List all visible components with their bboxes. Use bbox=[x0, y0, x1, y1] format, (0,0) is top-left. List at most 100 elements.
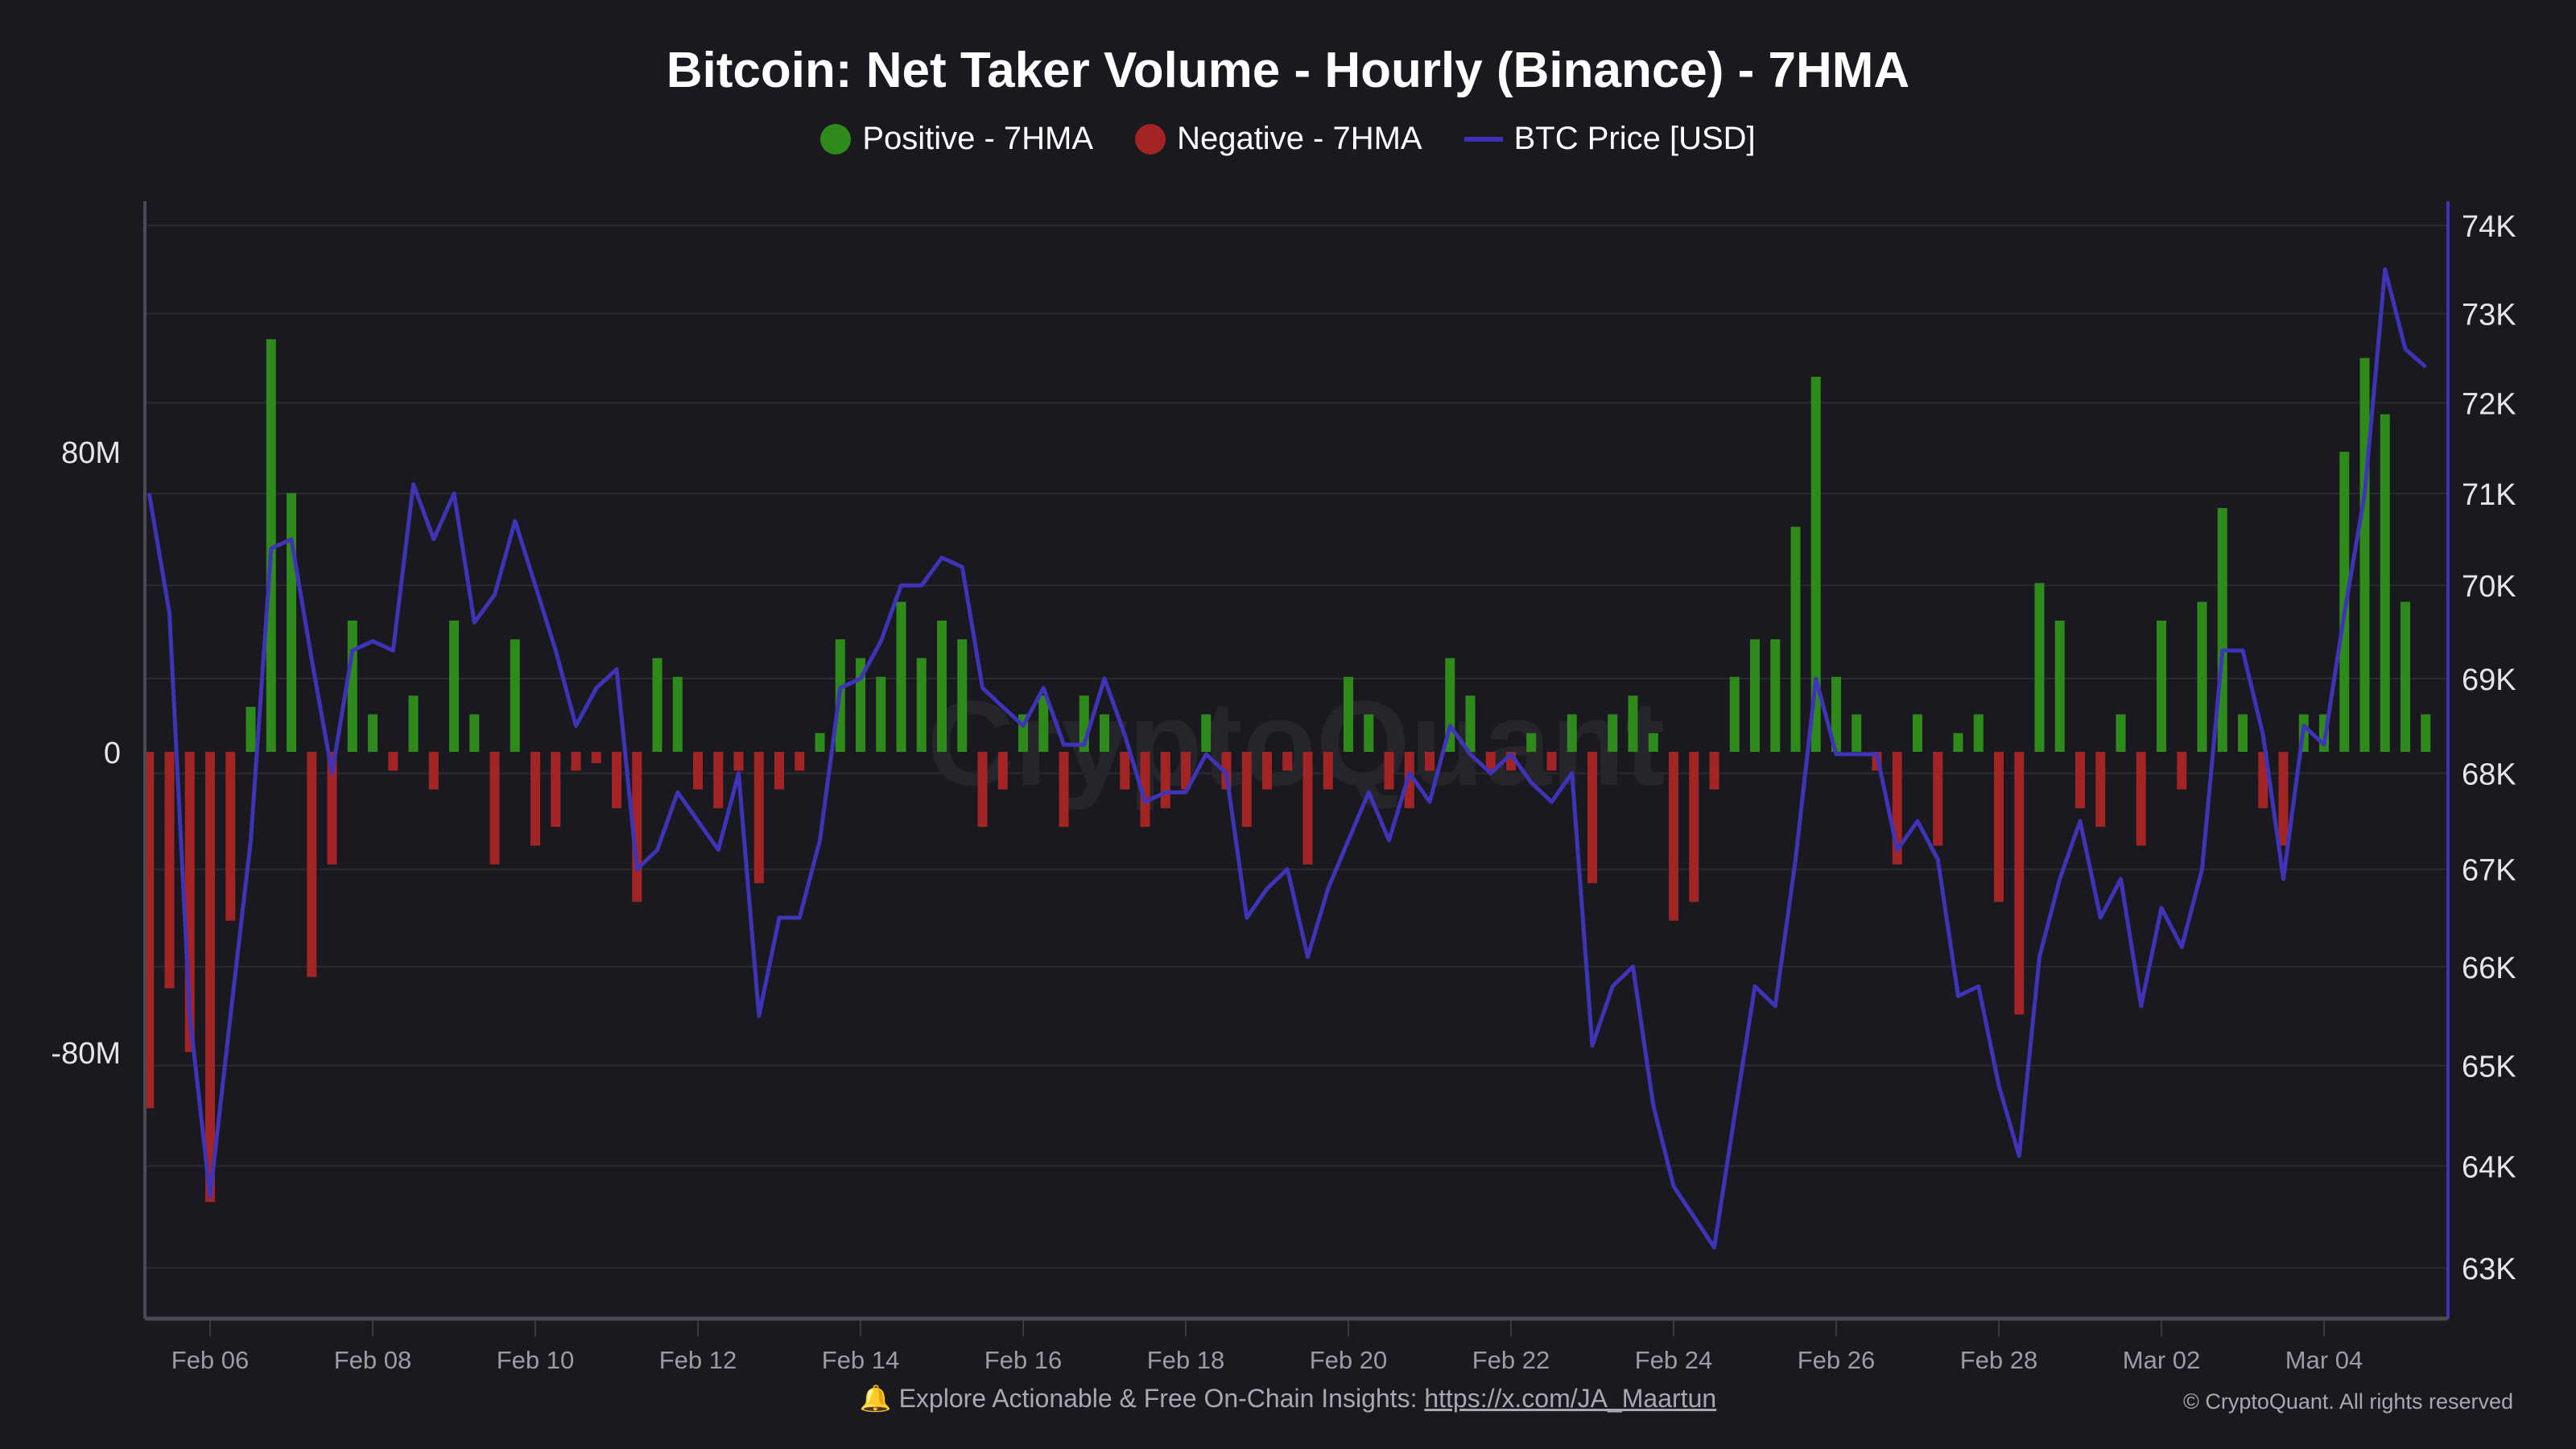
positive-bar bbox=[1729, 676, 1740, 752]
positive-bar bbox=[408, 696, 419, 752]
negative-bar bbox=[2075, 752, 2085, 808]
x-tick-label: Feb 28 bbox=[1960, 1346, 2038, 1374]
positive-bar bbox=[1038, 696, 1049, 752]
positive-bar bbox=[266, 339, 276, 752]
positive-bar bbox=[916, 658, 927, 752]
positive-bar bbox=[1852, 714, 1862, 752]
positive-bar bbox=[957, 639, 968, 752]
x-tick-label: Feb 14 bbox=[822, 1346, 900, 1374]
positive-bar bbox=[510, 639, 520, 752]
price-line-icon bbox=[1463, 136, 1503, 142]
legend-label: Negative - 7HMA bbox=[1177, 121, 1422, 156]
positive-bar bbox=[449, 620, 459, 752]
right-axis-labels: 63K 64K 65K 66K 67K 68K 69K 70K 71K 72K 73K 74K bbox=[2462, 210, 2516, 1286]
positive-bar bbox=[2116, 714, 2126, 752]
x-tick-label: Mar 02 bbox=[2123, 1346, 2200, 1374]
negative-bar bbox=[1302, 752, 1313, 865]
right-tick-label: 63K bbox=[2462, 1253, 2516, 1286]
positive-bar bbox=[896, 601, 906, 752]
x-tick-label: Feb 24 bbox=[1635, 1346, 1713, 1374]
right-tick-label: 70K bbox=[2462, 570, 2516, 604]
x-tick-label: Feb 10 bbox=[497, 1346, 575, 1374]
negative-bar bbox=[977, 752, 988, 828]
negative-bar bbox=[1241, 752, 1252, 828]
negative-bar bbox=[1181, 752, 1191, 790]
legend-item-negative[interactable]: Negative - 7HMA bbox=[1135, 121, 1422, 157]
negative-bar bbox=[693, 752, 703, 790]
negative-bar bbox=[733, 752, 744, 771]
positive-bar bbox=[1526, 733, 1537, 752]
bell-icon: 🔔 bbox=[859, 1384, 892, 1413]
positive-bar bbox=[2421, 714, 2431, 752]
x-tick-label: Feb 16 bbox=[985, 1346, 1063, 1374]
positive-bar bbox=[1810, 377, 1821, 752]
x-tick-label: Feb 08 bbox=[334, 1346, 412, 1374]
x-tick-label: Feb 20 bbox=[1310, 1346, 1388, 1374]
positive-bar bbox=[1913, 714, 1922, 752]
negative-bar bbox=[1933, 752, 1943, 846]
negative-bar bbox=[327, 752, 337, 865]
negative-bar bbox=[713, 752, 724, 808]
right-tick-label: 72K bbox=[2462, 388, 2516, 422]
positive-bar bbox=[815, 733, 825, 752]
negative-bar bbox=[551, 752, 561, 828]
positive-bar bbox=[1364, 714, 1374, 752]
x-axis-labels: Feb 06 Feb 08 Feb 10 Feb 12 Feb 14 Feb 16 Feb … bbox=[171, 1320, 2363, 1374]
copyright: © CryptoQuant. All rights reserved bbox=[2182, 1389, 2513, 1414]
left-tick-label: 0 bbox=[104, 737, 121, 770]
positive-bar bbox=[1628, 696, 1638, 752]
negative-bar bbox=[774, 752, 784, 790]
positive-bar bbox=[2054, 620, 2065, 752]
legend: Positive - 7HMA Negative - 7HMA BTC Pric… bbox=[0, 121, 2576, 157]
watermark: CryptoQuant bbox=[927, 675, 1666, 811]
legend-item-positive[interactable]: Positive - 7HMA bbox=[820, 121, 1093, 157]
negative-bar bbox=[2095, 752, 2106, 828]
negative-bar bbox=[307, 752, 317, 977]
chart-title: Bitcoin: Net Taker Volume - Hourly (Bina… bbox=[666, 43, 1910, 98]
negative-bar bbox=[591, 752, 601, 763]
positive-bar bbox=[347, 620, 357, 752]
right-tick-label: 71K bbox=[2462, 478, 2516, 512]
negative-bar bbox=[795, 752, 805, 771]
negative-bar bbox=[2177, 752, 2187, 790]
right-tick-label: 67K bbox=[2462, 854, 2516, 888]
negative-bar bbox=[428, 752, 439, 790]
positive-bar bbox=[1973, 714, 1984, 752]
negative-bar bbox=[1425, 752, 1435, 771]
positive-bar bbox=[2157, 620, 2166, 752]
negative-bar bbox=[1689, 752, 1699, 902]
footer-link[interactable]: https://x.com/JA_Maartun bbox=[1424, 1384, 1717, 1413]
right-tick-label: 66K bbox=[2462, 952, 2516, 985]
negative-bar bbox=[388, 752, 398, 771]
x-tick-label: Feb 22 bbox=[1472, 1346, 1550, 1374]
right-tick-label: 73K bbox=[2462, 298, 2516, 332]
negative-bar bbox=[144, 752, 155, 1108]
negative-bar bbox=[1994, 752, 2004, 902]
negative-bar bbox=[1384, 752, 1394, 790]
x-tick-label: Mar 04 bbox=[2285, 1346, 2363, 1374]
legend-item-price[interactable]: BTC Price [USD] bbox=[1463, 121, 1756, 157]
negative-bar bbox=[164, 752, 175, 989]
positive-bar bbox=[246, 707, 256, 752]
x-tick-label: Feb 26 bbox=[1798, 1346, 1876, 1374]
positive-bar bbox=[937, 620, 947, 752]
footer-text: Explore Actionable & Free On-Chain Insig… bbox=[898, 1384, 1425, 1413]
left-axis-labels: 80M 0 -80M bbox=[51, 436, 121, 1071]
right-tick-label: 65K bbox=[2462, 1051, 2516, 1084]
x-tick-label: Feb 12 bbox=[659, 1346, 737, 1374]
negative-bar bbox=[1160, 752, 1170, 808]
positive-bar bbox=[1831, 676, 1841, 752]
negative-bar bbox=[2014, 752, 2025, 1015]
negative-bar bbox=[1546, 752, 1557, 771]
right-tick-label: 64K bbox=[2462, 1150, 2516, 1184]
positive-dot-icon bbox=[820, 123, 852, 155]
positive-bar bbox=[2034, 583, 2045, 752]
positive-bar bbox=[2401, 601, 2410, 752]
positive-bar bbox=[2217, 508, 2227, 752]
negative-bar bbox=[2136, 752, 2146, 846]
footer: 🔔 Explore Actionable & Free On-Chain Ins… bbox=[0, 1383, 2576, 1414]
positive-bar bbox=[652, 658, 663, 752]
volume-bars bbox=[144, 339, 2431, 1203]
negative-bar bbox=[225, 752, 236, 921]
